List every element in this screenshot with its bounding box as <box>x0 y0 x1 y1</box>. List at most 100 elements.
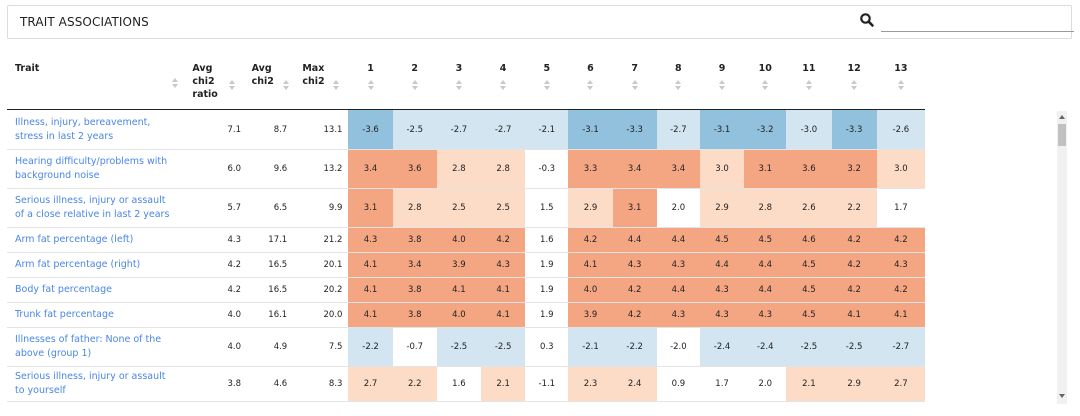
table-row[interactable]: Illness, injury, bereavement, stress in … <box>7 109 925 150</box>
trait-link[interactable]: Serious illness, injury or assault to yo… <box>7 366 181 402</box>
trait-link[interactable]: Hearing difficulty/problems with backgro… <box>7 149 181 189</box>
sort-arrows-icon[interactable] <box>411 80 418 93</box>
value-cell-1: -2.2 <box>348 327 393 367</box>
trait-link[interactable]: Body fat percentage <box>7 277 181 303</box>
value-cell-13: 4.3 <box>876 252 925 278</box>
sort-arrows-icon[interactable] <box>543 80 550 93</box>
trait-link[interactable]: Arm fat percentage (right) <box>7 252 181 278</box>
trait-associations-table: Trait Avg chi2 ratio Avg chi2 Max chi2 1 2 3 4 5… <box>7 45 925 402</box>
table-row[interactable]: Illnesses of father: None of the above (… <box>7 327 925 367</box>
scroll-down-arrow-icon[interactable] <box>1059 394 1065 398</box>
sort-arrows-icon[interactable] <box>631 80 638 93</box>
cell-max-chi2: 7.5 <box>293 327 349 367</box>
value-cell-8: 3.4 <box>656 149 700 189</box>
trait-link[interactable]: Illnesses of father: None of the above (… <box>7 327 181 367</box>
value-cell-3: 2.8 <box>436 149 482 189</box>
sort-arrows-icon[interactable] <box>719 80 726 93</box>
value-cell-4: -2.7 <box>481 109 526 150</box>
table-row[interactable]: Arm fat percentage (right) 4.2 16.5 20.1 4.1… <box>7 252 925 278</box>
search-icon[interactable] <box>859 12 875 28</box>
column-header-label: 6 <box>587 63 594 74</box>
table-row[interactable]: Arm fat percentage (left) 4.3 17.1 21.2 4.3 3… <box>7 227 925 253</box>
column-header-avg_ratio[interactable]: Avg chi2 ratio <box>180 45 248 110</box>
sort-arrows-icon[interactable] <box>805 80 812 93</box>
cell-avg-chi2: 4.9 <box>247 327 294 367</box>
value-cell-1: 4.1 <box>348 302 393 328</box>
value-cell-12: 4.2 <box>831 277 877 303</box>
value-cell-12: 3.2 <box>831 149 877 189</box>
value-cell-12: 4.2 <box>831 252 877 278</box>
table-row[interactable]: Serious illness, injury or assault to yo… <box>7 366 925 402</box>
value-cell-8: 0.9 <box>656 366 700 402</box>
column-header-c13[interactable]: 13 <box>876 45 925 110</box>
cell-max-chi2: 9.9 <box>293 188 349 228</box>
scrollbar-thumb[interactable] <box>1058 124 1066 146</box>
value-cell-11: 4.5 <box>786 277 832 303</box>
column-header-c6[interactable]: 6 <box>568 45 613 110</box>
sort-arrows-icon[interactable] <box>455 80 462 93</box>
sort-arrows-icon[interactable] <box>897 80 904 93</box>
value-cell-12: 4.2 <box>831 227 877 253</box>
trait-link[interactable]: Trunk fat percentage <box>7 302 181 328</box>
cell-avg-ratio: 4.0 <box>180 327 248 367</box>
sort-arrows-icon[interactable] <box>333 80 340 93</box>
scroll-up-arrow-icon[interactable] <box>1059 115 1065 119</box>
column-header-c11[interactable]: 11 <box>786 45 832 110</box>
sort-arrows-icon[interactable] <box>851 80 858 93</box>
value-cell-1: 2.7 <box>348 366 393 402</box>
column-header-max_chi2[interactable]: Max chi2 <box>293 45 349 110</box>
value-cell-7: 3.4 <box>612 149 657 189</box>
sort-arrows-icon[interactable] <box>171 78 178 91</box>
column-header-c3[interactable]: 3 <box>436 45 482 110</box>
column-header-c10[interactable]: 10 <box>744 45 787 110</box>
column-header-c9[interactable]: 9 <box>699 45 745 110</box>
value-cell-11: 4.5 <box>786 252 832 278</box>
column-header-label: 3 <box>455 63 463 74</box>
value-cell-6: -2.1 <box>568 327 613 367</box>
value-cell-10: 3.1 <box>744 149 787 189</box>
vertical-scrollbar[interactable] <box>1057 111 1067 404</box>
column-header-c2[interactable]: 2 <box>392 45 437 110</box>
value-cell-12: 2.2 <box>831 188 877 228</box>
value-cell-12: -3.3 <box>831 109 877 150</box>
column-header-c12[interactable]: 12 <box>831 45 877 110</box>
column-header-c7[interactable]: 7 <box>612 45 657 110</box>
value-cell-10: 4.4 <box>744 277 787 303</box>
table-row[interactable]: Trunk fat percentage 4.0 16.1 20.0 4.1 3.8 4.0… <box>7 302 925 328</box>
trait-link[interactable]: Arm fat percentage (left) <box>7 227 181 253</box>
sort-arrows-icon[interactable] <box>500 80 507 93</box>
value-cell-12: -2.5 <box>831 327 877 367</box>
value-cell-11: 2.6 <box>786 188 832 228</box>
column-header-label: Avg chi2 <box>251 63 274 87</box>
value-cell-2: -0.7 <box>392 327 437 367</box>
cell-max-chi2: 20.1 <box>293 252 349 278</box>
sort-arrows-icon[interactable] <box>587 80 594 93</box>
column-header-c8[interactable]: 8 <box>656 45 700 110</box>
trait-link[interactable]: Serious illness, injury or assault of a … <box>7 188 181 228</box>
sort-arrows-icon[interactable] <box>675 80 682 93</box>
column-header-c1[interactable]: 1 <box>348 45 393 110</box>
table-row[interactable]: Hearing difficulty/problems with backgro… <box>7 149 925 189</box>
value-cell-9: 4.3 <box>699 277 745 303</box>
column-header-c4[interactable]: 4 <box>481 45 526 110</box>
trait-link[interactable]: Illness, injury, bereavement, stress in … <box>7 109 181 150</box>
value-cell-4: 2.5 <box>481 188 526 228</box>
value-cell-10: 4.4 <box>744 252 787 278</box>
column-header-label: 4 <box>499 63 507 74</box>
sort-arrows-icon[interactable] <box>229 80 236 93</box>
value-cell-3: 4.0 <box>436 302 482 328</box>
cell-avg-chi2: 9.6 <box>247 149 294 189</box>
column-header-avg_chi2[interactable]: Avg chi2 <box>247 45 294 110</box>
table-row[interactable]: Serious illness, injury or assault of a … <box>7 188 925 228</box>
value-cell-5: 1.9 <box>525 252 569 278</box>
sort-arrows-icon[interactable] <box>762 80 769 93</box>
sort-arrows-icon[interactable] <box>282 80 289 93</box>
table-row[interactable]: Body fat percentage 4.2 16.5 20.2 4.1 3.8 4.1 4… <box>7 277 925 303</box>
sort-arrows-icon[interactable] <box>367 80 374 93</box>
search-input[interactable] <box>881 11 1074 32</box>
value-cell-3: 4.1 <box>436 277 482 303</box>
value-cell-6: 3.9 <box>568 302 613 328</box>
value-cell-1: 4.1 <box>348 277 393 303</box>
column-header-c5[interactable]: 5 <box>525 45 569 110</box>
column-header-trait[interactable]: Trait <box>7 45 181 110</box>
